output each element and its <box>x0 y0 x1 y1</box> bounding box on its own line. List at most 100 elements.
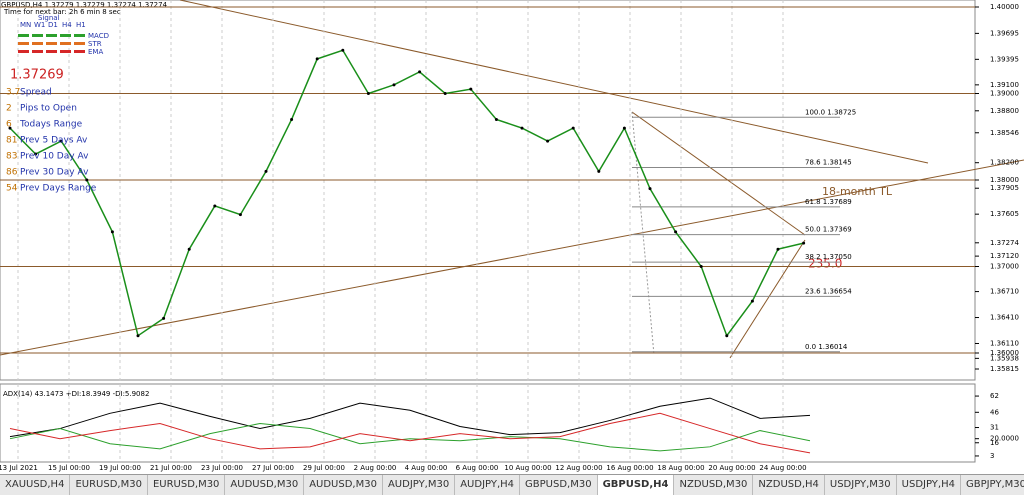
price-point <box>85 178 89 182</box>
adx-panel <box>0 383 976 463</box>
timeframe: H1 <box>76 21 86 29</box>
tab[interactable]: GBPUSD,M30 <box>520 475 598 495</box>
up-trendline <box>0 159 1024 356</box>
price-point <box>597 169 601 173</box>
timeframe: D1 <box>48 21 58 29</box>
y-tick-label: 1.37605 <box>990 210 1019 218</box>
timer: Time for next bar: 2h 6 min 8 sec <box>3 8 121 16</box>
tab[interactable]: GBPJPY,M30 <box>961 475 1024 495</box>
x-tick-label: 21 Jul 00:00 <box>150 464 192 472</box>
x-tick-label: 15 Jul 00:00 <box>48 464 90 472</box>
main-panel <box>0 0 976 381</box>
y-tick-label: 1.36710 <box>990 288 1019 296</box>
indicator-name: STR <box>88 40 102 48</box>
x-tick-label: 29 Jul 00:00 <box>303 464 345 472</box>
price-point <box>366 91 370 95</box>
tab[interactable]: USDJPY,H4 <box>897 475 961 495</box>
y-tick-label: 1.35938 <box>990 354 1019 362</box>
info-label: Prev Days Range <box>20 184 97 194</box>
price-line <box>9 49 804 338</box>
pips-label: 235.0 <box>808 257 842 271</box>
info-label: Prev 5 Days Av <box>20 136 88 146</box>
wedge-line <box>729 239 806 359</box>
fib-label: 50.0 1.37369 <box>805 226 852 234</box>
x-tick-label: 10 Aug 00:00 <box>504 464 551 472</box>
adx-tick-label: 31 <box>990 424 999 432</box>
indicator-name: MACD <box>88 32 109 40</box>
signal-cell <box>46 50 57 53</box>
price-point <box>571 126 575 130</box>
fib-label: 100.0 1.38725 <box>805 108 856 116</box>
y-tick-label: 1.36410 <box>990 314 1019 322</box>
tab[interactable]: XAUUSD,H4 <box>0 475 71 495</box>
signal-cell <box>60 50 71 53</box>
price-point <box>469 87 473 91</box>
signal-cell <box>18 34 29 37</box>
adx-tick-label: 3 <box>990 452 994 460</box>
tab[interactable]: USDJPY,M30 <box>825 475 897 495</box>
price-point <box>622 126 626 130</box>
x-tick-label: 24 Aug 00:00 <box>759 464 806 472</box>
signal-cell <box>32 50 43 53</box>
info-num: 81 <box>6 136 17 146</box>
y-tick-label: 1.39695 <box>990 29 1019 37</box>
price-point <box>238 213 242 217</box>
signal-cell <box>74 50 85 53</box>
x-tick-label: 27 Jul 00:00 <box>252 464 294 472</box>
adx-tick-label: 20.0000 <box>990 435 1019 443</box>
info-label: Todays Range <box>19 120 83 130</box>
tab[interactable]: NZDUSD,H4 <box>753 475 825 495</box>
adx-title: ADX(14) 43.1473 +DI:18.3949 -DI:5.9082 <box>3 390 149 398</box>
x-tick-label: 23 Jul 00:00 <box>201 464 243 472</box>
x-tick-label: 13 Jul 2021 <box>0 464 38 472</box>
tab[interactable]: GBPUSD,H4 <box>597 475 675 495</box>
price-point <box>776 247 780 251</box>
signal-cell <box>60 42 71 45</box>
fib-label: 23.6 1.36654 <box>805 287 852 295</box>
price-point <box>187 247 191 251</box>
info-num: 54 <box>6 184 18 194</box>
price-point <box>546 139 550 143</box>
signal-cell <box>32 42 43 45</box>
fib-label: 78.6 1.38145 <box>805 158 852 166</box>
price-point <box>136 334 140 338</box>
tab[interactable]: EURUSD,M30 <box>70 475 148 495</box>
tab[interactable]: AUDJPY,M30 <box>383 475 456 495</box>
tab[interactable]: AUDUSD,M30 <box>304 475 383 495</box>
y-tick-label: 1.39100 <box>990 81 1019 89</box>
info-num: 83 <box>6 152 17 162</box>
x-tick-label: 20 Aug 00:00 <box>708 464 755 472</box>
info-label: Spread <box>20 88 52 98</box>
adx-line <box>9 397 811 438</box>
y-tick-label: 1.37905 <box>990 184 1019 192</box>
y-tick-label: 1.36110 <box>990 339 1019 347</box>
info-num: 86 <box>6 168 18 178</box>
x-tick-label: 18 Aug 00:00 <box>657 464 704 472</box>
price-point <box>8 126 12 130</box>
price-point <box>264 169 268 173</box>
signal-cell <box>60 34 71 37</box>
y-tick-label: 1.38800 <box>990 107 1019 115</box>
adx-tick-label: 16 <box>990 439 999 447</box>
x-tick-label: 12 Aug 00:00 <box>555 464 602 472</box>
signal-cell <box>46 42 57 45</box>
tab[interactable]: NZDUSD,M30 <box>674 475 754 495</box>
x-tick-label: 16 Aug 00:00 <box>606 464 653 472</box>
x-tick-label: 4 Aug 00:00 <box>405 464 448 472</box>
price-point <box>802 241 806 245</box>
signal-cell <box>74 34 85 37</box>
price-point <box>392 83 396 87</box>
y-tick-label: 1.39395 <box>990 55 1019 63</box>
info-label: Prev 30 Day Av <box>20 168 89 178</box>
symbol-line: GBPUSD,H4 1.37279 1.37279 1.37274 1.3727… <box>1 1 168 9</box>
y-tick-label: 1.37000 <box>990 262 1019 270</box>
bid-price: 1.37269 <box>10 68 64 83</box>
x-tick-label: 6 Aug 00:00 <box>456 464 499 472</box>
tab[interactable]: AUDJPY,H4 <box>455 475 521 495</box>
price-point <box>341 48 345 52</box>
tab[interactable]: AUDUSD,M30 <box>225 475 305 495</box>
tab[interactable]: EURUSD,M30 <box>148 475 226 495</box>
info-num: 3.7 <box>6 88 20 98</box>
trendline-label: 18-month TL <box>822 185 893 198</box>
